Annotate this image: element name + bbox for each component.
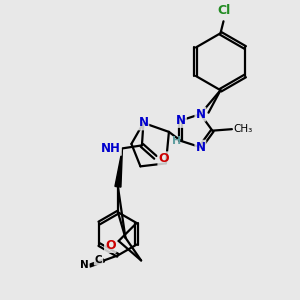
Text: N: N — [195, 108, 206, 121]
Text: N: N — [195, 141, 206, 154]
Text: N: N — [138, 116, 148, 129]
Text: N: N — [176, 114, 186, 127]
Polygon shape — [115, 148, 122, 187]
Text: C: C — [95, 255, 102, 265]
Text: Cl: Cl — [217, 4, 230, 17]
Text: O: O — [158, 152, 169, 165]
Text: O: O — [105, 239, 116, 252]
Text: NH: NH — [101, 142, 121, 155]
Text: H: H — [172, 136, 181, 146]
Text: N: N — [80, 260, 89, 270]
Text: CH₃: CH₃ — [233, 124, 252, 134]
